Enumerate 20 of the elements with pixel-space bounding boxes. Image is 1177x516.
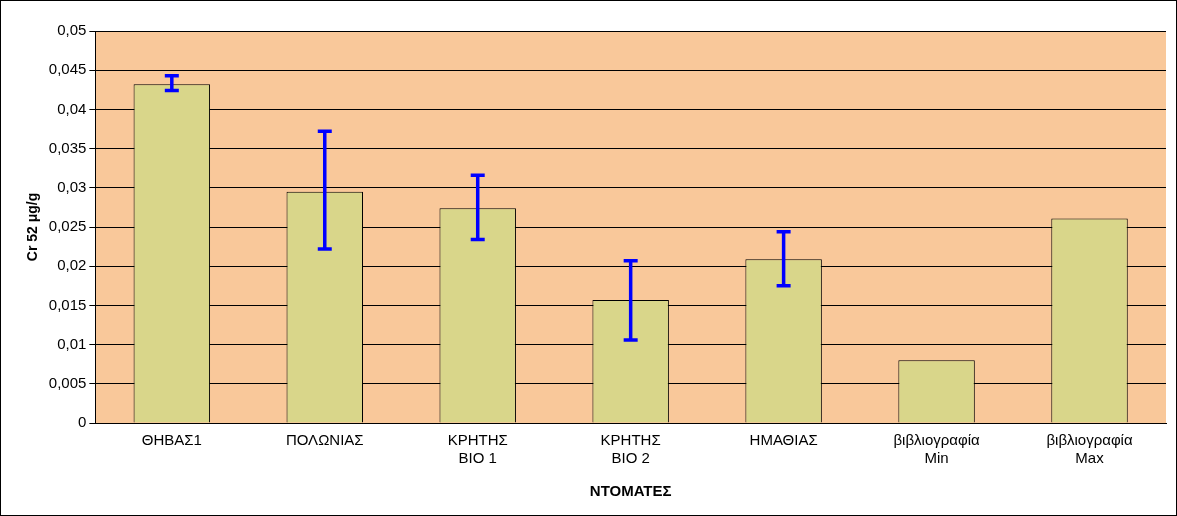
x-tick-label: ΗΜΑΘΙΑΣ (749, 431, 818, 449)
y-tick-label: 0 (77, 413, 87, 431)
x-axis-title: ΝΤΟΜΑΤΕΣ (589, 482, 672, 500)
y-tick-label: 0,005 (48, 373, 87, 391)
y-axis-title: Cr 52 μg/g (24, 192, 41, 262)
x-tick-label: ΘΗΒΑΣ1 (141, 431, 202, 449)
y-tick-label: 0,05 (57, 21, 87, 39)
y-tick-label: 0,035 (48, 138, 87, 156)
x-tick-label: βιβλιογραφία Min (893, 431, 980, 467)
x-tick-label: ΚΡΗΤΗΣ ΒΙΟ 2 (600, 431, 661, 467)
y-tick-label: 0,02 (57, 256, 87, 274)
y-tick-label: 0,04 (57, 99, 87, 117)
y-tick-label: 0,03 (57, 177, 87, 195)
y-tick-label: 0,015 (48, 295, 87, 313)
x-tick-label: ΠΟΛΩΝΙΑΣ (285, 431, 364, 449)
y-tick-label: 0,01 (57, 334, 87, 352)
y-tick-label: 0,045 (48, 60, 87, 78)
y-tick-label: 0,025 (48, 217, 87, 235)
x-tick-label: βιβλιογραφία Max (1046, 431, 1133, 467)
x-tick-label: ΚΡΗΤΗΣ ΒΙΟ 1 (447, 431, 508, 467)
